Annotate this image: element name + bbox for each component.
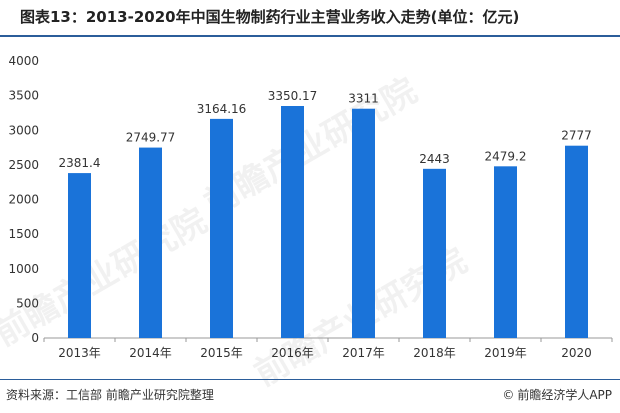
x-tick-label: 2019年 (484, 346, 527, 360)
bar-chart: 0 500 1000 1500 2000 2500 3000 3500 4000 2381.4 20… (8, 54, 613, 360)
footer-divider (0, 379, 620, 380)
y-tick-label: 1500 (8, 227, 39, 241)
data-label: 2443 (419, 152, 450, 166)
source-note: 资料来源：工信部 前瞻产业研究院整理 (6, 388, 214, 402)
data-label: 2777 (561, 129, 592, 143)
bar (68, 173, 91, 338)
x-tick-label: 2017年 (342, 346, 385, 360)
y-tick-label: 500 (16, 296, 39, 310)
data-label: 3164.16 (197, 102, 247, 116)
x-tick-label: 2020 (561, 346, 592, 360)
page-title: 图表13：2013-2020年中国生物制药行业主营业务收入走势(单位：亿元) (20, 8, 520, 26)
y-tick-label: 3000 (8, 123, 39, 137)
bar (494, 166, 517, 338)
copyright-logo-icon: © (502, 387, 515, 402)
data-label: 3311 (348, 92, 379, 106)
data-label: 2479.2 (485, 149, 527, 163)
x-tick-label: 2013年 (58, 346, 101, 360)
data-label: 3350.17 (268, 89, 318, 103)
x-tick-label: 2015年 (200, 346, 243, 360)
x-tick-label: 2016年 (271, 346, 314, 360)
y-tick-label: 4000 (8, 54, 39, 68)
data-label: 2381.4 (59, 156, 101, 170)
bar (352, 108, 375, 338)
y-tick-label: 1000 (8, 262, 39, 276)
y-tick-label: 2500 (8, 158, 39, 172)
bar (565, 145, 588, 338)
data-label: 2749.77 (126, 131, 176, 145)
brand-footer: © 前瞻经济学人APP (502, 386, 612, 403)
bar (210, 118, 233, 338)
bar (281, 106, 304, 338)
y-tick-label: 3500 (8, 89, 39, 103)
x-tick-label: 2018年 (413, 346, 456, 360)
y-tick-label: 0 (31, 331, 39, 345)
brand-name: 前瞻经济学人APP (517, 388, 612, 402)
x-tick-label: 2014年 (129, 346, 172, 360)
title-divider (0, 35, 620, 37)
y-tick-label: 2000 (8, 193, 39, 207)
bar (139, 147, 162, 338)
bar (423, 168, 446, 338)
